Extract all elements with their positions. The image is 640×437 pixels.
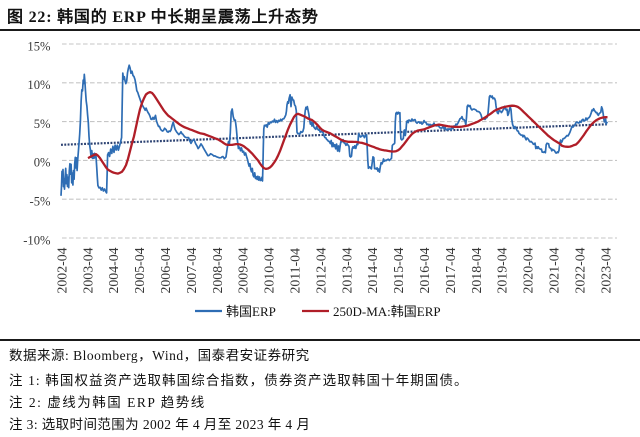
svg-text:韩国ERP: 韩国ERP (226, 304, 276, 319)
svg-text:2012-04: 2012-04 (313, 247, 328, 293)
svg-text:2002-04: 2002-04 (54, 247, 69, 293)
svg-text:250D-MA:韩国ERP: 250D-MA:韩国ERP (333, 304, 441, 319)
svg-text:2013-04: 2013-04 (339, 247, 354, 293)
svg-text:10%: 10% (27, 78, 51, 92)
svg-text:2003-04: 2003-04 (80, 247, 95, 293)
svg-text:2016-04: 2016-04 (417, 247, 432, 293)
svg-text:2006-04: 2006-04 (158, 247, 173, 293)
svg-text:-10%: -10% (23, 233, 51, 247)
svg-text:2004-04: 2004-04 (106, 247, 121, 293)
svg-text:2007-04: 2007-04 (184, 247, 199, 293)
svg-text:2017-04: 2017-04 (443, 247, 458, 293)
svg-text:2011-04: 2011-04 (288, 248, 303, 294)
svg-text:2022-04: 2022-04 (572, 247, 587, 293)
svg-text:2023-04: 2023-04 (598, 247, 613, 293)
svg-text:2015-04: 2015-04 (391, 247, 406, 293)
svg-text:2020-04: 2020-04 (521, 247, 536, 293)
svg-text:0%: 0% (34, 156, 51, 170)
svg-text:-5%: -5% (30, 195, 51, 209)
svg-text:2010-04: 2010-04 (262, 247, 277, 293)
svg-text:5%: 5% (34, 117, 51, 131)
svg-text:2005-04: 2005-04 (132, 247, 147, 293)
svg-text:15%: 15% (27, 39, 51, 53)
svg-text:2008-04: 2008-04 (210, 247, 225, 293)
svg-text:2021-04: 2021-04 (547, 247, 562, 293)
svg-text:2019-04: 2019-04 (495, 247, 510, 293)
svg-text:2014-04: 2014-04 (365, 247, 380, 293)
svg-text:2018-04: 2018-04 (469, 247, 484, 293)
svg-text:2009-04: 2009-04 (236, 247, 251, 293)
